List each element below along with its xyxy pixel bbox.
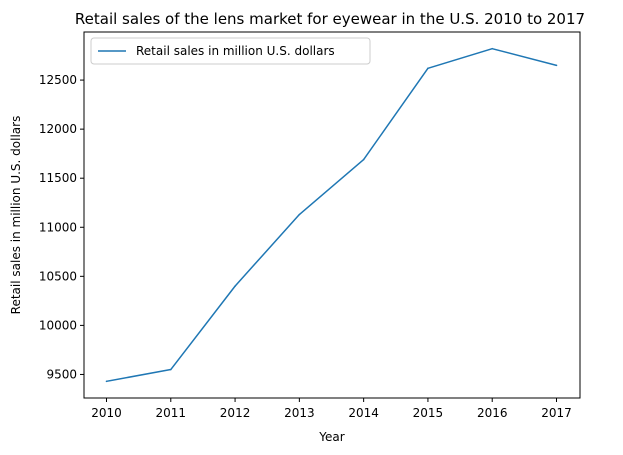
y-tick-label: 9500	[46, 367, 77, 381]
x-tick-label: 2014	[348, 406, 379, 420]
data-point	[169, 368, 172, 371]
series-line-1	[106, 47, 557, 383]
x-axis-label: Year	[318, 430, 344, 444]
y-tick-label: 12000	[39, 122, 77, 136]
x-tick-label: 2015	[413, 406, 444, 420]
plot-area-frame	[83, 31, 581, 399]
x-tick-label: 2012	[220, 406, 251, 420]
chart-title: Retail sales of the lens market for eyew…	[75, 10, 585, 28]
legend: Retail sales in million U.S. dollars	[90, 37, 371, 65]
x-axis-ticks: 2010 2011 2012 2013 2014 2015 2016 2017	[91, 398, 572, 420]
x-tick-label: 2013	[284, 406, 315, 420]
data-point	[105, 380, 108, 383]
data-point	[427, 67, 429, 70]
y-tick-label: 10000	[39, 318, 77, 332]
data-point	[234, 285, 236, 287]
data-point	[555, 64, 558, 67]
y-tick-label: 10500	[39, 269, 77, 283]
series-layer	[105, 47, 558, 383]
y-axis-ticks: 9500 10000 10500 11000 11500 12000 12500	[39, 73, 84, 381]
y-tick-label: 11000	[39, 220, 77, 234]
data-point	[362, 158, 365, 161]
y-tick-label: 12500	[39, 73, 77, 87]
data-point	[298, 213, 301, 216]
x-tick-label: 2016	[477, 406, 508, 420]
x-tick-label: 2011	[156, 406, 187, 420]
y-tick-label: 11500	[39, 171, 77, 185]
legend-label-series-1: Retail sales in million U.S. dollars	[136, 44, 335, 58]
legend-box	[90, 37, 371, 65]
data-point	[491, 47, 494, 50]
y-axis-label: Retail sales in million U.S. dollars	[9, 116, 23, 315]
x-tick-label: 2010	[91, 406, 122, 420]
x-tick-label: 2017	[541, 406, 572, 420]
